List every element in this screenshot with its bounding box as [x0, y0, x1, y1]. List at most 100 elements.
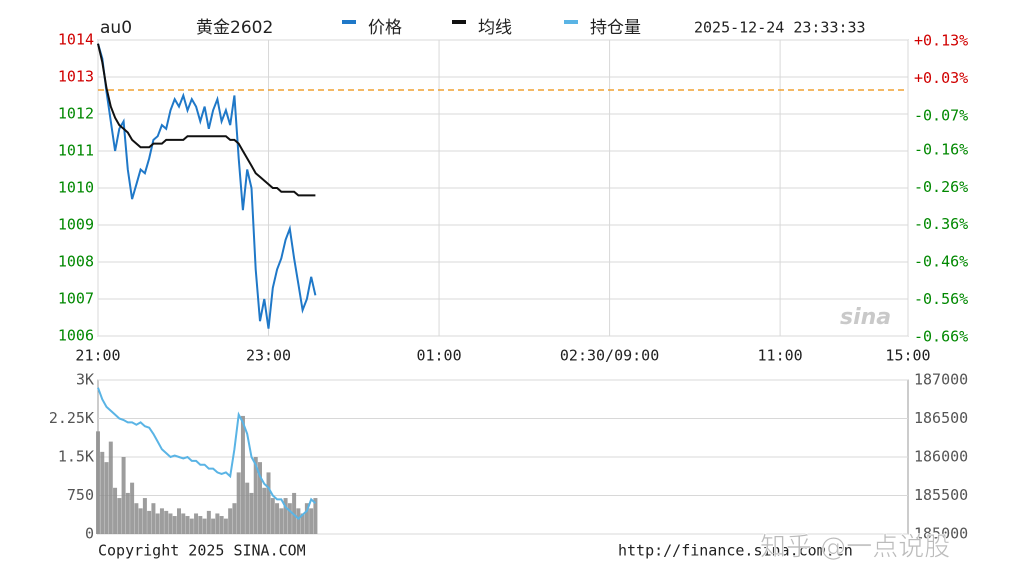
- volume-bar: [266, 472, 271, 534]
- volume-bar: [172, 516, 177, 534]
- volume-bar: [147, 510, 152, 534]
- symbol: au0: [100, 18, 132, 38]
- volume-bar: [270, 498, 275, 534]
- x-tick-label: 02:30/09:00: [560, 347, 659, 365]
- volume-bar: [113, 487, 118, 534]
- volume-bar: [236, 472, 241, 534]
- y2-tick-label: 185500: [914, 486, 968, 504]
- x-tick-label: 23:00: [246, 347, 291, 365]
- x-tick-label: 15:00: [885, 347, 930, 365]
- copyright: Copyright 2025 SINA.COM: [98, 542, 306, 560]
- volume-bar: [177, 508, 181, 534]
- source-url: http://finance.sina.com.cn: [618, 542, 853, 560]
- y-tick-label: 0: [85, 525, 94, 543]
- volume-bar: [240, 415, 245, 534]
- series-line: [97, 43, 317, 329]
- y2-tick-label: -0.66%: [914, 328, 968, 346]
- volume-bar: [96, 431, 100, 534]
- volume-bar: [104, 462, 109, 534]
- volume-bar: [108, 441, 113, 534]
- volume-bar: [181, 513, 186, 534]
- series-line: [97, 387, 317, 520]
- y-tick-label: 1009: [58, 216, 94, 234]
- volume-bar: [275, 503, 280, 534]
- y-tick-label: 1006: [58, 327, 94, 345]
- y2-tick-label: 186500: [914, 409, 968, 427]
- y2-tick-label: -0.36%: [914, 215, 968, 233]
- volume-bar: [300, 513, 305, 534]
- legend-label: 持仓量: [590, 18, 641, 38]
- y-tick-label: 1014: [58, 31, 94, 49]
- y-tick-label: 1012: [58, 105, 94, 123]
- volume-bar: [121, 457, 126, 534]
- volume-bar: [262, 487, 267, 534]
- y2-tick-label: -0.56%: [914, 290, 968, 308]
- legend-label: 价格: [368, 18, 402, 38]
- volume-bar: [130, 482, 135, 534]
- y2-tick-label: +0.13%: [914, 32, 968, 50]
- volume-bar: [228, 508, 233, 534]
- volume-bar: [313, 498, 318, 534]
- volume-bar: [189, 518, 194, 534]
- volume-bar: [194, 513, 199, 534]
- volume-bar: [283, 498, 288, 534]
- series-line: [97, 43, 316, 197]
- volume-bar: [232, 503, 237, 534]
- volume-bar: [159, 508, 164, 534]
- x-tick-label: 11:00: [758, 347, 803, 365]
- watermark-logo: sina: [840, 305, 891, 330]
- volume-bar: [100, 451, 105, 534]
- volume-bar: [219, 516, 224, 534]
- volume-bar: [249, 492, 254, 534]
- y2-tick-label: 187000: [914, 371, 968, 389]
- timestamp: 2025-12-24 23:33:33: [694, 19, 866, 37]
- y-tick-label: 1.5K: [58, 448, 94, 466]
- volume-bar: [309, 508, 314, 534]
- volume-bar: [206, 510, 211, 534]
- y2-tick-label: -0.07%: [914, 107, 968, 125]
- volume-bar: [134, 503, 139, 534]
- y2-tick-label: -0.26%: [914, 178, 968, 196]
- volume-bar: [279, 508, 284, 534]
- volume-bar: [223, 518, 228, 534]
- volume-bar: [198, 516, 203, 534]
- y-tick-label: 750: [67, 486, 94, 504]
- x-tick-label: 01:00: [416, 347, 461, 365]
- y-tick-label: 1008: [58, 253, 94, 271]
- volume-bar: [211, 518, 216, 534]
- legend-label: 均线: [478, 18, 512, 38]
- volume-bar: [138, 508, 143, 534]
- volume-bar: [253, 457, 258, 534]
- volume-bar: [151, 503, 156, 534]
- y-tick-label: 1013: [58, 68, 94, 86]
- volume-bar: [125, 492, 130, 534]
- y-tick-label: 2.25K: [49, 409, 94, 427]
- y-tick-label: 1007: [58, 290, 94, 308]
- volume-bar: [185, 516, 190, 534]
- y-tick-label: 1011: [58, 142, 94, 160]
- y-tick-label: 3K: [76, 371, 94, 389]
- volume-bar: [296, 508, 301, 534]
- volume-bar: [245, 482, 250, 534]
- y2-tick-label: 185000: [914, 525, 968, 543]
- x-tick-label: 21:00: [75, 347, 120, 365]
- volume-bar: [164, 510, 169, 534]
- volume-bar: [215, 513, 220, 534]
- volume-bar: [304, 503, 309, 534]
- y2-tick-label: -0.16%: [914, 140, 968, 158]
- y2-tick-label: -0.46%: [914, 253, 968, 271]
- volume-bar: [155, 513, 160, 534]
- volume-bar: [258, 462, 262, 534]
- watermark-text: 知乎 @一点说股: [760, 533, 950, 563]
- y2-tick-label: 186000: [914, 448, 968, 466]
- y2-tick-label: +0.03%: [914, 69, 968, 87]
- y-tick-label: 1010: [58, 179, 94, 197]
- contract-name: 黄金2602: [196, 18, 273, 38]
- volume-bar: [287, 503, 292, 534]
- volume-bar: [168, 513, 173, 534]
- volume-bar: [202, 518, 207, 534]
- volume-bar: [142, 498, 147, 534]
- volume-bar: [117, 498, 122, 534]
